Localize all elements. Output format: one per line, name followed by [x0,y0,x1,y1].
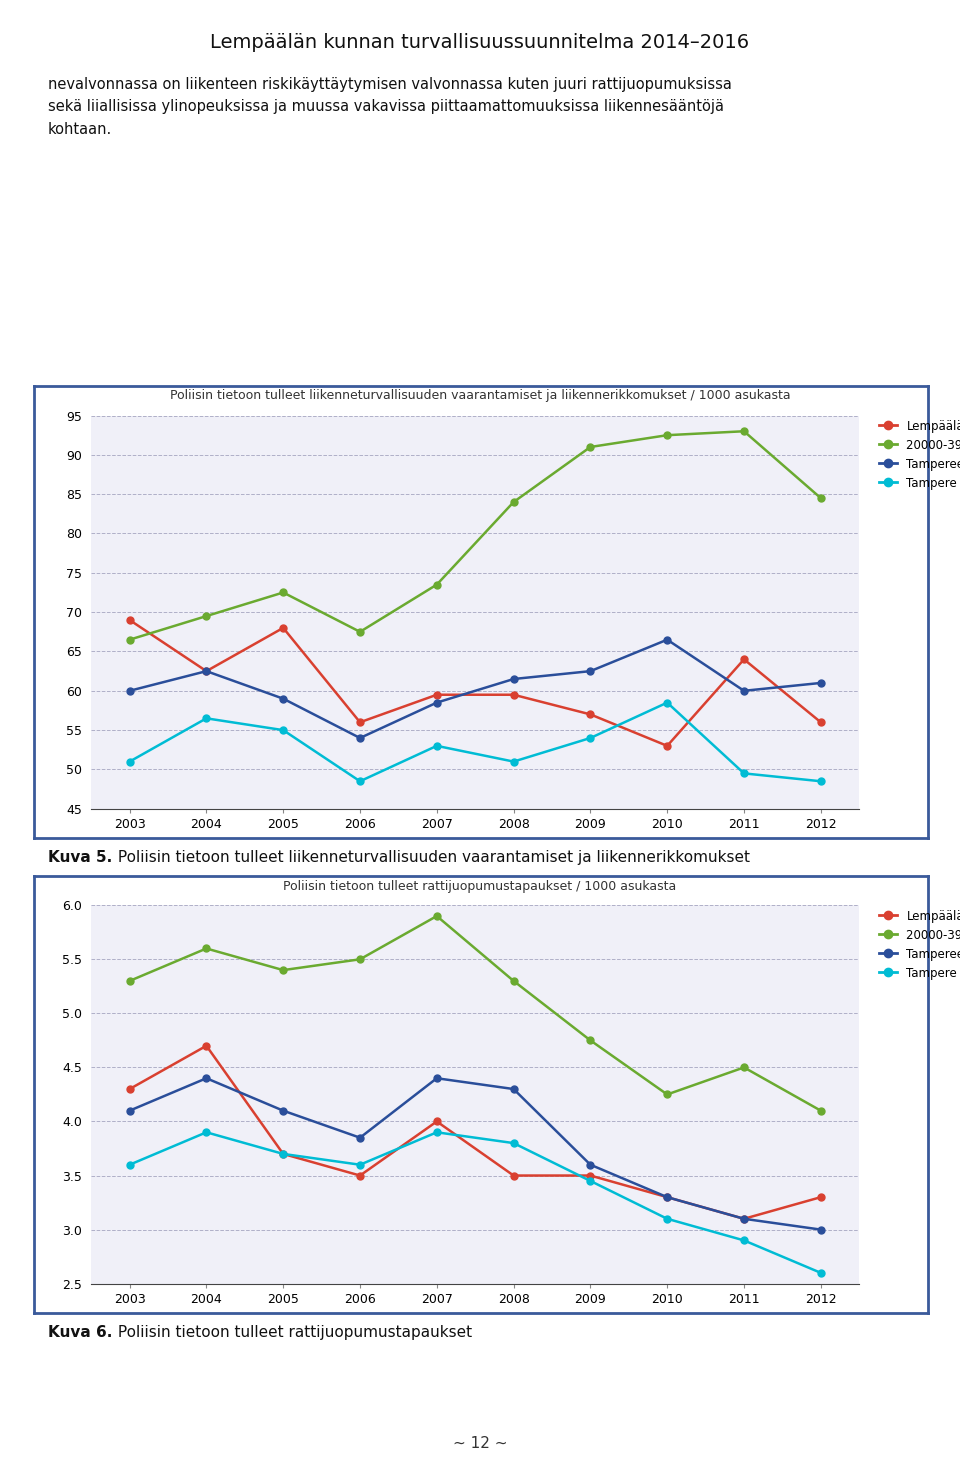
Text: Poliisin tietoon tulleet liikenneturvallisuuden vaarantamiset ja liikennerikkomu: Poliisin tietoon tulleet liikenneturvall… [170,389,790,402]
Legend: Lempäälä, 20000-39999 asukasta, Tampereen seutukunta, Tampere: Lempäälä, 20000-39999 asukasta, Tamperee… [875,905,960,984]
Text: Lempäälän kunnan turvallisuussuunnitelma 2014–2016: Lempäälän kunnan turvallisuussuunnitelma… [210,33,750,52]
Legend: Lempäälä, 20000-39999 asukasta, Tampereen seutukunta, Tampere: Lempäälä, 20000-39999 asukasta, Tamperee… [875,416,960,494]
Text: Poliisin tietoon tulleet liikenneturvallisuuden vaarantamiset ja liikennerikkomu: Poliisin tietoon tulleet liikenneturvall… [113,850,751,865]
Text: ~ 12 ~: ~ 12 ~ [453,1437,507,1451]
Text: Poliisin tietoon tulleet rattijuopumustapaukset: Poliisin tietoon tulleet rattijuopumusta… [113,1325,472,1340]
Text: nevalvonnassa on liikenteen riskikäyttäytymisen valvonnassa kuten juuri rattijuo: nevalvonnassa on liikenteen riskikäyttäy… [48,77,732,137]
Text: Kuva 6.: Kuva 6. [48,1325,112,1340]
Text: Kuva 5.: Kuva 5. [48,850,112,865]
Text: Poliisin tietoon tulleet rattijuopumustapaukset / 1000 asukasta: Poliisin tietoon tulleet rattijuopumusta… [283,880,677,893]
